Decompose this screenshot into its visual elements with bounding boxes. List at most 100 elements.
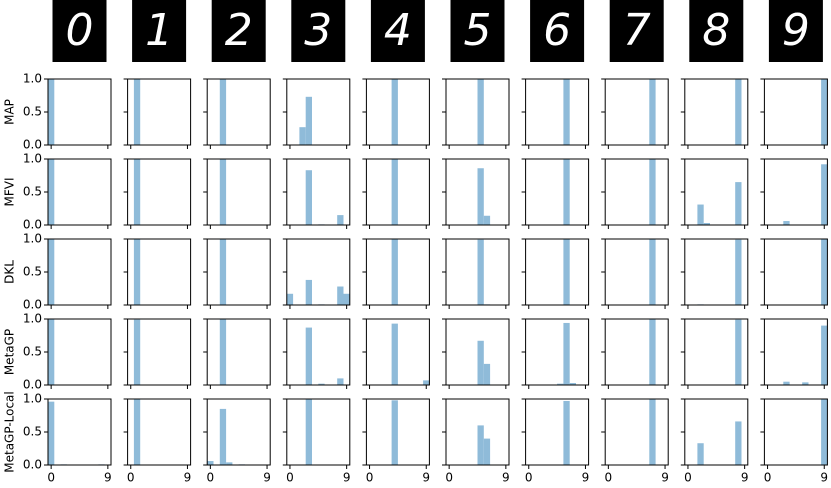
x-tick-label: 0 (47, 471, 55, 485)
digit-image (211, 0, 266, 62)
digit: 8 (702, 5, 730, 56)
x-tick-label: 0 (286, 471, 294, 485)
x-tick-label: 0 (684, 471, 692, 485)
panel-frame (525, 318, 590, 386)
bar (48, 159, 55, 225)
panel-frame (47, 238, 112, 306)
bar (483, 215, 491, 225)
y-tick-label: 1.0 (23, 232, 42, 246)
bar (557, 383, 564, 385)
bar (483, 438, 491, 465)
y-tick-label: 0.5 (23, 105, 42, 119)
row-label: MAP (3, 99, 17, 125)
bar (477, 79, 484, 145)
panel-frame (206, 238, 271, 306)
bar (337, 215, 344, 225)
digit: 7 (623, 5, 651, 56)
bar (48, 319, 55, 385)
row-label: MFVI (3, 177, 17, 206)
row-label: DKL (3, 260, 17, 284)
row-label: MetaGP (3, 329, 17, 375)
bar (305, 399, 312, 465)
bar (133, 79, 141, 145)
bar (821, 325, 828, 385)
bar (219, 408, 227, 465)
bar (477, 425, 484, 465)
bar (48, 239, 55, 305)
panel-frame (604, 318, 669, 386)
panel-frame (286, 398, 351, 466)
panel-frame (525, 238, 590, 306)
digit-image (609, 0, 664, 62)
bar (391, 159, 398, 225)
digit-image (768, 0, 823, 62)
panel-frame (206, 318, 271, 386)
y-tick-label: 1.0 (23, 152, 42, 166)
panel-frame (525, 158, 590, 226)
digit-image (132, 0, 187, 62)
bar (48, 79, 55, 145)
bar (563, 400, 570, 465)
x-tick-label: 0 (445, 471, 453, 485)
bar (563, 79, 570, 145)
bar (207, 461, 214, 465)
bar (783, 221, 790, 225)
digit-image (450, 0, 505, 62)
bar (697, 443, 704, 465)
digit: 1 (145, 5, 173, 56)
bar (649, 239, 656, 305)
bar (305, 170, 312, 225)
digit: 4 (384, 5, 412, 56)
bar (569, 383, 576, 385)
x-tick-label: 9 (184, 471, 192, 485)
bar (735, 239, 742, 305)
bar (133, 399, 141, 465)
y-tick-label: 0.5 (23, 345, 42, 359)
bar (391, 323, 398, 385)
bar (821, 399, 828, 465)
y-tick-label: 1.0 (23, 392, 42, 406)
bar (299, 127, 306, 145)
bar (821, 79, 828, 145)
bar (563, 159, 570, 225)
bar (649, 79, 656, 145)
bar (219, 159, 227, 225)
x-tick-label: 0 (207, 471, 215, 485)
bar (477, 239, 484, 305)
bar (477, 340, 484, 385)
panel-frame (763, 78, 828, 146)
x-tick-label: 9 (661, 471, 669, 485)
y-tick-label: 0.0 (23, 458, 42, 472)
panel-frame (763, 238, 828, 306)
y-tick-label: 0.0 (23, 218, 42, 232)
bar (735, 79, 742, 145)
digit-image (370, 0, 425, 62)
bar (305, 96, 312, 145)
bar (563, 239, 570, 305)
x-tick-label: 9 (502, 471, 510, 485)
bar (305, 279, 312, 305)
bar (563, 322, 570, 385)
bar (649, 399, 656, 465)
bar (735, 319, 742, 385)
bar (423, 380, 430, 385)
x-tick-label: 9 (582, 471, 590, 485)
y-tick-label: 0.5 (23, 425, 42, 439)
bar (219, 239, 227, 305)
y-tick-label: 0.0 (23, 298, 42, 312)
bar (821, 164, 828, 225)
x-tick-label: 9 (820, 471, 828, 485)
bar (133, 239, 141, 305)
x-tick-label: 0 (366, 471, 374, 485)
bar (337, 286, 344, 305)
bar (391, 400, 398, 465)
bar (133, 319, 141, 385)
x-tick-label: 0 (525, 471, 533, 485)
y-tick-label: 1.0 (23, 72, 42, 86)
panel-frame (604, 238, 669, 306)
bar (483, 363, 491, 385)
bar (391, 239, 398, 305)
x-tick-label: 0 (605, 471, 613, 485)
digit-image (291, 0, 346, 62)
panel-frame (206, 158, 271, 226)
